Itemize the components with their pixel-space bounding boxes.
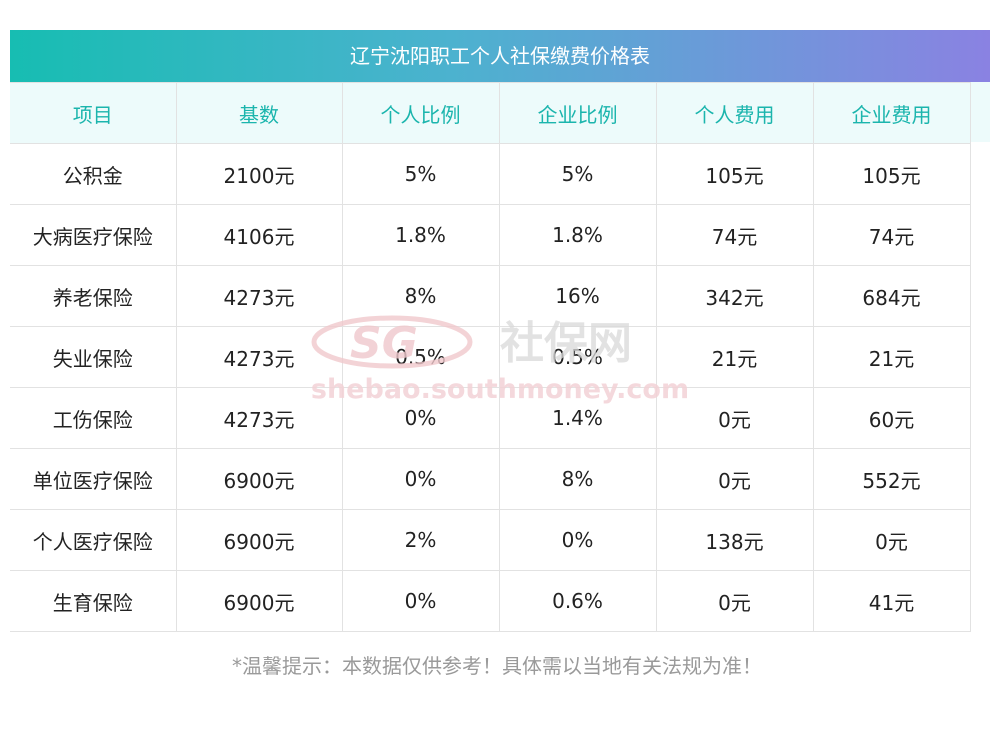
table-cell: 6900元	[175, 509, 343, 571]
column-header-company-rate: 企业比例	[498, 82, 657, 144]
table-cell: 0%	[341, 448, 500, 510]
table-cell: 41元	[812, 570, 971, 632]
table-cell: 0.5%	[341, 326, 500, 388]
table-header-row: 项目 基数 个人比例 企业比例 个人费用 企业费用	[10, 82, 971, 144]
table-row: 生育保险 6900元 0% 0.6% 0元 41元	[10, 570, 971, 632]
table-cell: 失业保险	[10, 326, 177, 388]
table-cell: 16%	[498, 265, 657, 327]
table-cell: 8%	[498, 448, 657, 510]
table-cell: 0元	[655, 448, 814, 510]
table-cell: 21元	[812, 326, 971, 388]
table-cell: 8%	[341, 265, 500, 327]
table-cell: 0元	[812, 509, 971, 571]
table-cell: 6900元	[175, 448, 343, 510]
table-title: 辽宁沈阳职工个人社保缴费价格表	[10, 30, 990, 82]
table-cell: 1.4%	[498, 387, 657, 449]
table-row: 个人医疗保险 6900元 2% 0% 138元 0元	[10, 509, 971, 571]
table-cell: 552元	[812, 448, 971, 510]
table-cell: 1.8%	[498, 204, 657, 266]
table-cell: 21元	[655, 326, 814, 388]
table-cell: 1.8%	[341, 204, 500, 266]
table-cell: 105元	[655, 143, 814, 205]
table-cell: 74元	[812, 204, 971, 266]
table-cell: 0.5%	[498, 326, 657, 388]
social-security-table: 项目 基数 个人比例 企业比例 个人费用 企业费用 公积金 2100元 5% 5…	[10, 82, 971, 632]
table-cell: 0%	[498, 509, 657, 571]
table-cell: 0元	[655, 387, 814, 449]
table-cell: 342元	[655, 265, 814, 327]
table-cell: 2100元	[175, 143, 343, 205]
table-cell: 4273元	[175, 265, 343, 327]
table-cell: 0%	[341, 570, 500, 632]
table-cell: 684元	[812, 265, 971, 327]
table-cell: 养老保险	[10, 265, 177, 327]
table-cell: 4106元	[175, 204, 343, 266]
table-cell: 138元	[655, 509, 814, 571]
table-row: 大病医疗保险 4106元 1.8% 1.8% 74元 74元	[10, 204, 971, 266]
table-cell: 0元	[655, 570, 814, 632]
column-header-company-cost: 企业费用	[812, 82, 971, 144]
table-cell: 公积金	[10, 143, 177, 205]
column-header-personal-cost: 个人费用	[655, 82, 814, 144]
table-cell: 2%	[341, 509, 500, 571]
table-cell: 生育保险	[10, 570, 177, 632]
table-cell: 工伤保险	[10, 387, 177, 449]
column-header-base: 基数	[175, 82, 343, 144]
column-header-personal-rate: 个人比例	[341, 82, 500, 144]
table-cell: 大病医疗保险	[10, 204, 177, 266]
table-cell: 0.6%	[498, 570, 657, 632]
table-row: 工伤保险 4273元 0% 1.4% 0元 60元	[10, 387, 971, 449]
table-cell: 4273元	[175, 326, 343, 388]
column-header-item: 项目	[10, 82, 177, 144]
header-strip-tail	[970, 82, 990, 142]
table-row: 养老保险 4273元 8% 16% 342元 684元	[10, 265, 971, 327]
table-row: 失业保险 4273元 0.5% 0.5% 21元 21元	[10, 326, 971, 388]
table-cell: 74元	[655, 204, 814, 266]
table-cell: 单位医疗保险	[10, 448, 177, 510]
table-row: 单位医疗保险 6900元 0% 8% 0元 552元	[10, 448, 971, 510]
table-cell: 6900元	[175, 570, 343, 632]
footnote: *温馨提示：本数据仅供参考！具体需以当地有关法规为准！	[232, 654, 762, 678]
table-cell: 105元	[812, 143, 971, 205]
table-cell: 5%	[341, 143, 500, 205]
table-cell: 个人医疗保险	[10, 509, 177, 571]
table-cell: 4273元	[175, 387, 343, 449]
table-cell: 5%	[498, 143, 657, 205]
table-row: 公积金 2100元 5% 5% 105元 105元	[10, 143, 971, 205]
table-cell: 60元	[812, 387, 971, 449]
table-cell: 0%	[341, 387, 500, 449]
